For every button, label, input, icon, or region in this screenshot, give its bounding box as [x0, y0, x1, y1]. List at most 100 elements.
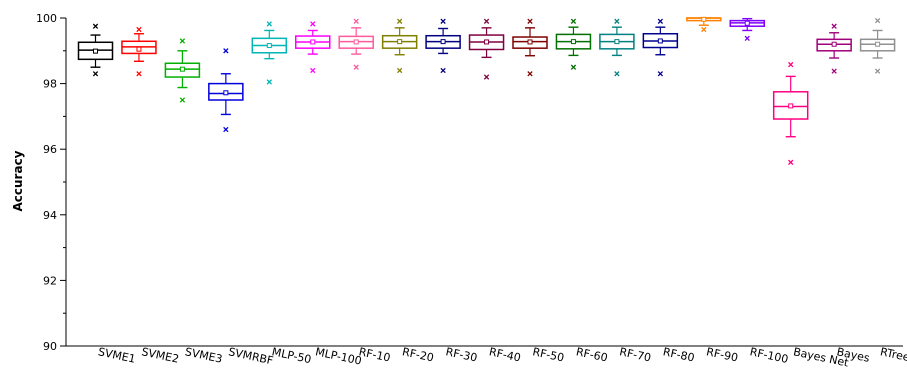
box-Bayes — [816, 23, 852, 74]
outlier-marker — [483, 74, 490, 80]
box-SVMRBF — [208, 48, 244, 133]
category-label: SVME3 — [184, 345, 224, 366]
category-label: RF-70 — [618, 345, 652, 364]
mean-marker — [310, 39, 316, 45]
category-label: RF-20 — [401, 345, 435, 364]
box-Bayes Net — [772, 61, 809, 165]
box-SVME1 — [77, 23, 114, 77]
outlier-marker — [92, 23, 99, 29]
mean-marker — [831, 41, 837, 47]
box-RF-60 — [555, 18, 592, 70]
box-RF-70 — [599, 18, 635, 77]
outlier-marker — [396, 18, 403, 24]
iqr-box — [859, 38, 896, 52]
box-RF-30 — [425, 18, 461, 74]
mean-marker — [875, 41, 881, 47]
outlier-marker — [570, 18, 577, 24]
outlier-marker — [310, 67, 316, 74]
category-label: SVME1 — [97, 345, 137, 366]
outlier-marker — [223, 126, 229, 133]
y-ticks: 90 92 94 96 98 100 — [36, 12, 66, 353]
iqr-box — [816, 38, 852, 52]
outlier-marker — [527, 18, 533, 24]
box-SVME3 — [164, 38, 201, 103]
outlier-marker — [527, 71, 533, 77]
box-MLP-50 — [251, 21, 288, 85]
outlier-marker — [266, 21, 272, 27]
category-label: MLP-100 — [314, 345, 363, 367]
mean-marker — [179, 66, 185, 72]
category-label: RF-30 — [444, 345, 478, 364]
category-label: RTree — [879, 345, 907, 364]
outlier-marker — [353, 64, 359, 70]
y-tick-label: 98 — [43, 78, 57, 91]
box-RF-90 — [686, 16, 722, 33]
y-tick-label: 90 — [43, 340, 57, 353]
outlier-marker — [614, 71, 620, 77]
iqr-box — [512, 36, 548, 49]
y-tick-label: 96 — [43, 143, 57, 156]
outlier-marker — [353, 18, 359, 24]
boxes — [77, 16, 896, 165]
outlier-marker — [570, 64, 577, 70]
mean-marker — [397, 39, 403, 45]
outlier-marker — [657, 71, 664, 77]
outlier-marker — [310, 21, 316, 27]
y-tick-label: 100 — [36, 12, 57, 25]
mean-marker — [93, 48, 98, 54]
mean-marker — [440, 39, 446, 45]
outlier-marker — [179, 38, 186, 44]
mean-marker — [701, 16, 707, 22]
box-MLP-100 — [295, 21, 331, 74]
category-label: MLP-50 — [271, 345, 313, 366]
mean-marker — [266, 43, 272, 49]
category-label: SVMRBF — [227, 345, 274, 367]
mean-marker — [223, 90, 229, 96]
outlier-marker — [483, 18, 490, 24]
category-label: RF-60 — [575, 345, 609, 364]
category-label: RF-50 — [531, 345, 565, 364]
outlier-marker — [396, 67, 403, 74]
category-label: RF-90 — [705, 345, 739, 364]
box-RF-100 — [729, 17, 765, 41]
outlier-marker — [701, 26, 707, 33]
mean-marker — [657, 38, 663, 44]
category-label: SVME2 — [140, 345, 180, 366]
box-RF-50 — [512, 18, 548, 77]
outlier-marker — [788, 159, 794, 165]
mean-marker — [527, 39, 533, 45]
mean-marker — [484, 39, 490, 45]
category-label: RF-10 — [358, 345, 392, 364]
iqr-box — [164, 62, 201, 78]
category-label: RF-40 — [488, 345, 522, 364]
outlier-marker — [874, 17, 881, 24]
box-RF-40 — [468, 18, 505, 80]
outlier-marker — [179, 97, 186, 103]
outlier-marker — [831, 23, 837, 29]
outlier-marker — [874, 68, 881, 74]
mean-marker — [614, 39, 620, 45]
box-RTree — [859, 17, 896, 74]
outlier-marker — [440, 18, 446, 24]
outlier-marker — [657, 18, 664, 24]
outlier-marker — [788, 61, 794, 68]
mean-marker — [136, 46, 142, 52]
axes — [65, 18, 903, 347]
category-label: RF-80 — [662, 345, 696, 364]
outlier-marker — [136, 26, 142, 33]
box-RF-20 — [381, 18, 418, 74]
outlier-marker — [614, 18, 620, 24]
mean-marker — [788, 103, 794, 109]
iqr-box — [208, 82, 244, 101]
outlier-marker — [92, 71, 99, 77]
y-tick-label: 92 — [43, 274, 57, 287]
outlier-marker — [223, 48, 229, 54]
box-RF-80 — [642, 18, 679, 77]
outlier-marker — [136, 71, 142, 77]
iqr-box — [772, 91, 809, 120]
category-label: RF-100 — [749, 345, 790, 366]
y-tick-label: 94 — [43, 209, 57, 222]
box-RF-10 — [338, 18, 374, 70]
